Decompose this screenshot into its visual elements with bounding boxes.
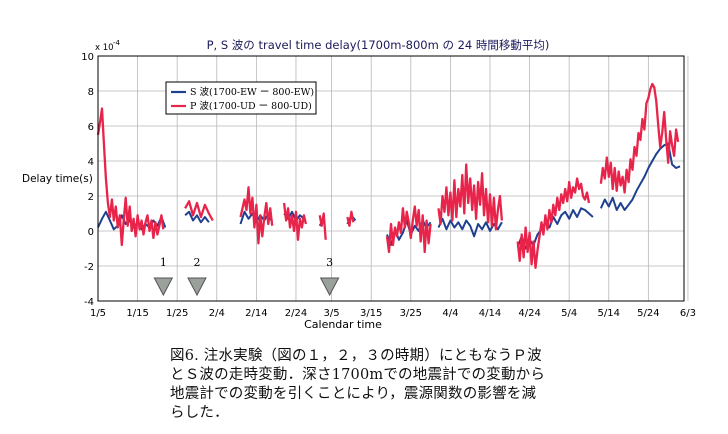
event-markers: 1 2 3: [153, 256, 340, 297]
y-tick-label: 2: [88, 192, 94, 203]
x-tick-label: 4/4: [442, 308, 458, 319]
caption-line: らした．: [170, 405, 229, 421]
event-marker-triangle: [319, 277, 340, 297]
plot-series: [96, 82, 681, 269]
x-tick-label: 3/5: [324, 308, 340, 319]
x-axis-label: Calendar time: [304, 318, 382, 331]
x-tick-label: 5/14: [598, 308, 620, 319]
p-wave-line: [385, 205, 432, 254]
p-wave-line: [282, 202, 308, 241]
p-wave-line: [437, 163, 504, 231]
plot-frame: [97, 55, 685, 302]
p-wave-line: [599, 82, 680, 194]
y-tick-label: -4: [84, 297, 94, 308]
x-tick-label: 1/15: [126, 308, 148, 319]
y-tick-label: 8: [88, 87, 94, 98]
event-marker-triangle: [187, 277, 207, 297]
p-wave-line: [318, 212, 327, 240]
x-tick-label: 5/4: [561, 308, 577, 319]
s-wave-line: [184, 210, 210, 224]
caption-line: 地震計での変動を引くことにより，震源関数の影響を減: [170, 386, 537, 402]
y-tick-label: 0: [88, 227, 94, 238]
x-tick-label: 2/4: [209, 308, 225, 319]
x-tick-label: 1/25: [166, 308, 188, 319]
caption-line: 図6. 注水実験（図の１，２，３の時期）にともなうＰ波: [170, 348, 542, 364]
p-wave-line: [184, 200, 214, 222]
y-multiplier-exponent: -4: [113, 39, 121, 47]
legend-box: [165, 81, 317, 115]
x-tick-label: 4/24: [518, 308, 540, 319]
x-tick-label: 6/3: [680, 308, 696, 319]
p-wave-line: [516, 177, 591, 269]
chart-title: P, S 波の travel time delay(1700m-800m の 2…: [207, 38, 550, 52]
p-wave-line: [96, 107, 165, 247]
s-wave-line: [437, 217, 503, 238]
x-tick-label: 1/5: [90, 308, 106, 319]
y-tick-label: 10: [81, 52, 94, 63]
x-tick-label: 3/25: [400, 308, 422, 319]
event-marker-label: 1: [160, 256, 167, 269]
event-marker-label: 3: [326, 256, 333, 269]
y-tick-label: -2: [84, 262, 94, 273]
figure-caption: 図6. 注水実験（図の１，２，３の時期）にともなうＰ波 とＳ波の走時変動．深さ1…: [170, 347, 710, 423]
x-tick-label: 5/24: [637, 308, 659, 319]
p-wave-line: [346, 210, 355, 227]
y-tick-label: 6: [88, 122, 94, 133]
caption-line: とＳ波の走時変動．深さ1700mでの地震計での変動から: [170, 367, 546, 383]
y-tick-labels: -4 -2 0 2 4 6 8 10: [81, 52, 94, 308]
y-axis-label: Delay time(s): [22, 173, 93, 185]
event-marker-triangle: [153, 277, 174, 297]
event-marker-label: 2: [193, 256, 200, 269]
x-tick-label: 2/14: [245, 308, 267, 319]
p-wave-line: [239, 186, 274, 245]
legend-label-p-wave: P 波(1700-UD ー 800-UD): [190, 100, 312, 112]
x-tick-labels: 1/5 1/15 1/25 2/4 2/14 2/24 3/5 3/15 3/25 4/4 4/14…: [90, 308, 696, 319]
x-tick-label: 4/14: [479, 308, 501, 319]
y-tick-label: 4: [88, 157, 94, 168]
x-tick-label: 2/24: [285, 308, 307, 319]
legend: S 波(1700-EW ー 800-EW) P 波(1700-UD ー 800-…: [165, 81, 317, 115]
x-tick-label: 3/15: [360, 308, 382, 319]
legend-label-s-wave: S 波(1700-EW ー 800-EW): [190, 86, 314, 98]
y-multiplier-base: x 10: [95, 43, 114, 53]
